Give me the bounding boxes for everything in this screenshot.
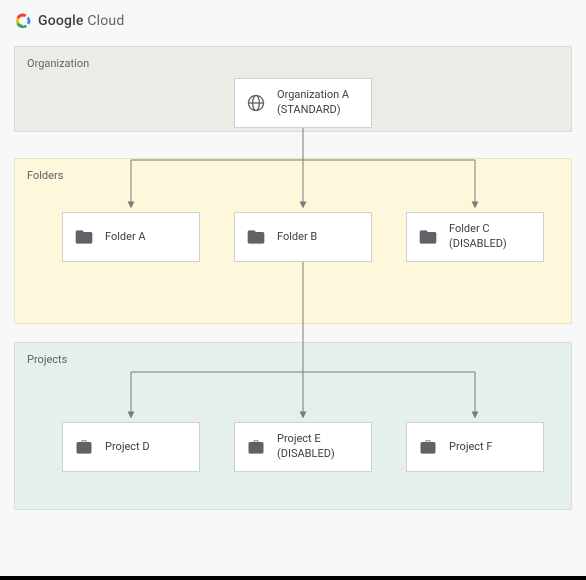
node-project-f: Project F [406, 422, 544, 472]
node-label-line1: Project E [277, 432, 335, 447]
folder-icon [417, 226, 439, 248]
briefcase-icon [417, 436, 439, 458]
node-label-line2: (DISABLED) [449, 237, 507, 252]
node-label-line1: Folder A [105, 230, 146, 245]
node-project-e: Project E (DISABLED) [234, 422, 372, 472]
node-label-line1: Folder C [449, 222, 507, 237]
section-label: Organization [27, 57, 89, 70]
node-label: Project E (DISABLED) [277, 432, 335, 462]
folder-icon [73, 226, 95, 248]
node-label-line1: Organization A [277, 88, 349, 103]
globe-icon [245, 92, 267, 114]
briefcase-icon [245, 436, 267, 458]
node-folder-c: Folder C (DISABLED) [406, 212, 544, 262]
node-folder-b: Folder B [234, 212, 372, 262]
node-label: Folder A [105, 230, 146, 245]
node-label: Folder B [277, 230, 317, 245]
node-folder-a: Folder A [62, 212, 200, 262]
node-project-d: Project D [62, 422, 200, 472]
node-label: Project F [449, 440, 492, 455]
briefcase-icon [73, 436, 95, 458]
node-label: Organization A (STANDARD) [277, 88, 349, 118]
node-label: Folder C (DISABLED) [449, 222, 507, 252]
brand-strong: Google [38, 13, 84, 29]
diagram-canvas: Google Cloud Organization Folders Projec… [0, 0, 586, 580]
node-organization-a: Organization A (STANDARD) [234, 78, 372, 128]
google-cloud-logo-icon [14, 12, 32, 30]
node-label-line1: Project F [449, 440, 492, 455]
section-label: Projects [27, 353, 67, 366]
section-label: Folders [27, 169, 63, 182]
folder-icon [245, 226, 267, 248]
node-label-line1: Project D [105, 440, 150, 455]
node-label: Project D [105, 440, 150, 455]
node-label-line1: Folder B [277, 230, 317, 245]
node-label-line2: (DISABLED) [277, 447, 335, 462]
brand-light: Cloud [87, 13, 124, 29]
bottom-border [0, 576, 586, 580]
node-label-line2: (STANDARD) [277, 103, 349, 118]
brand-header: Google Cloud [14, 12, 124, 30]
brand-text: Google Cloud [38, 13, 124, 29]
